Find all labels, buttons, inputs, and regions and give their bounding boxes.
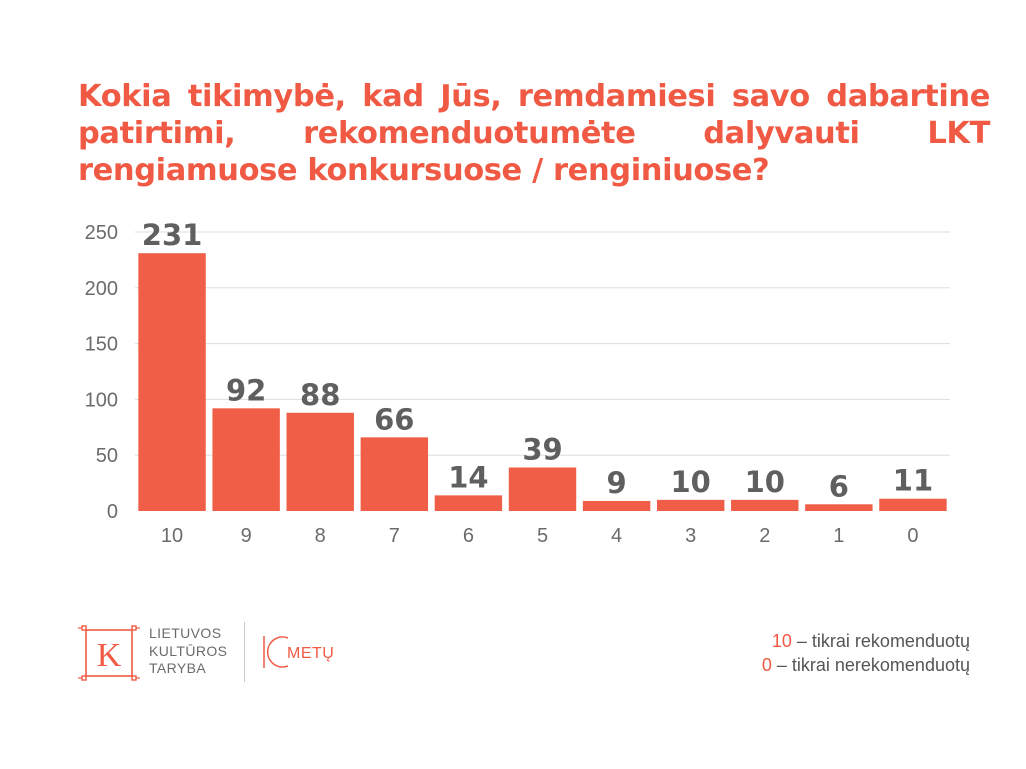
data-label: 231 — [142, 218, 203, 252]
bar — [508, 467, 577, 511]
logo-line-1: LIETUVOS — [149, 625, 222, 641]
grid-lines — [135, 231, 950, 456]
data-label: 11 — [893, 464, 933, 498]
x-tick-label: 7 — [389, 525, 400, 547]
data-labels: 231 92 88 66 14 39 9 10 10 6 11 — [142, 218, 933, 503]
x-tick-label: 9 — [241, 525, 252, 547]
x-tick-label: 0 — [907, 525, 918, 547]
bar — [805, 504, 873, 511]
logo-divider — [244, 622, 245, 682]
scale-note-min-number: 0 — [761, 655, 772, 675]
bar — [434, 495, 503, 511]
data-label: 10 — [745, 465, 785, 499]
data-label: 66 — [374, 402, 414, 436]
bar — [582, 500, 651, 511]
data-label: 39 — [522, 432, 562, 466]
scale-note-max: 10 – tikrai rekomenduotų — [762, 629, 970, 653]
bar — [286, 412, 354, 511]
y-tick-label: 150 — [85, 334, 118, 356]
data-label: 92 — [226, 373, 266, 407]
bar — [879, 498, 947, 511]
scale-note-max-text: – tikrai rekomenduotų — [791, 631, 970, 651]
bar — [731, 499, 799, 511]
x-axis-ticks: 10 9 8 7 6 5 4 3 2 1 0 — [161, 525, 919, 547]
scale-note-min: 0 – tikrai nerekomenduotų — [762, 653, 970, 677]
y-tick-label: 0 — [107, 501, 118, 523]
y-tick-label: 100 — [85, 389, 118, 411]
data-label: 9 — [606, 466, 626, 500]
logo-letter: K — [97, 637, 122, 674]
k-letter-icon: K — [78, 625, 140, 681]
bar — [138, 253, 206, 512]
chart-title: Kokia tikimybė, kad Jūs, remdamiesi savo… — [78, 79, 990, 188]
y-tick-label: 200 — [85, 278, 118, 300]
anniversary-text: METŲ — [287, 645, 334, 662]
x-tick-label: 4 — [611, 525, 622, 547]
y-axis-ticks: 0 50 100 150 200 250 — [85, 222, 118, 523]
bars — [138, 253, 947, 512]
x-tick-label: 2 — [759, 525, 770, 547]
bar — [212, 408, 280, 511]
x-tick-label: 10 — [161, 525, 183, 547]
scale-note: 10 – tikrai rekomenduotų 0 – tikrai nere… — [762, 629, 970, 677]
scale-note-min-text: – tikrai nerekomenduotų — [771, 655, 970, 675]
bar — [656, 499, 725, 511]
data-label: 14 — [448, 460, 488, 494]
bar — [360, 437, 429, 511]
data-label: 88 — [300, 378, 340, 412]
x-tick-label: 3 — [685, 525, 696, 547]
logo-wordmark: LIETUVOS KULTŪROS TARYBA — [149, 625, 227, 678]
scale-note-max-number: 10 — [771, 631, 792, 651]
data-label: 6 — [829, 469, 849, 503]
x-tick-label: 6 — [463, 525, 474, 547]
y-tick-label: 50 — [96, 445, 118, 467]
y-tick-label: 250 — [85, 222, 118, 244]
logo-line-3: TARYBA — [149, 660, 207, 676]
anniversary-mark: METŲ — [263, 636, 334, 668]
x-tick-label: 1 — [833, 525, 844, 547]
data-label: 10 — [671, 465, 711, 499]
x-tick-label: 5 — [537, 525, 548, 547]
logo-line-2: KULTŪROS — [149, 642, 228, 659]
x-tick-label: 8 — [315, 525, 326, 547]
lkt-logo: K LIETUVOS KULTŪROS TARYBA METŲ — [78, 622, 378, 684]
